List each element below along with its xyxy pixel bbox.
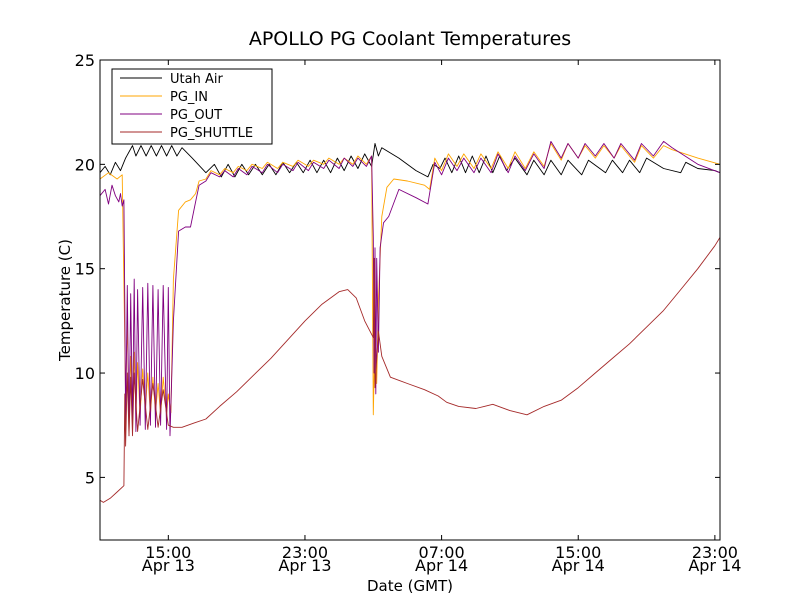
- y-tick-label: 25: [75, 51, 95, 70]
- x-tick-label-time: 23:00: [692, 543, 738, 562]
- x-axis-title: Date (GMT): [367, 577, 453, 595]
- x-tick-label-time: 23:00: [282, 543, 328, 562]
- x-tick-label-time: 07:00: [419, 543, 465, 562]
- x-tick-label-date: Apr 13: [278, 556, 331, 575]
- x-tick-label-date: Apr 14: [688, 556, 741, 575]
- legend-label: Utah Air: [170, 72, 223, 87]
- y-axis-title: Temperature (C): [56, 239, 74, 362]
- series-line-pg-shuttle: [99, 237, 721, 503]
- plot-frame: [99, 59, 721, 541]
- y-tick-label: 15: [75, 260, 95, 279]
- legend-label: PG_SHUTTLE: [170, 126, 253, 141]
- legend-label: PG_IN: [170, 90, 208, 105]
- y-tick-label: 5: [85, 468, 95, 487]
- x-tick-label-date: Apr 14: [415, 556, 468, 575]
- x-tick-label-date: Apr 14: [552, 556, 605, 575]
- legend: Utah Air PG_IN PG_OUT PG_SHUTTLE: [111, 68, 273, 145]
- series-layer: [99, 140, 721, 503]
- legend-items: Utah Air PG_IN PG_OUT PG_SHUTTLE: [120, 72, 253, 141]
- series-line-pg-out: [99, 140, 721, 437]
- x-tick-label-date: Apr 13: [142, 556, 195, 575]
- legend-label: PG_OUT: [170, 108, 222, 123]
- y-tick-label: 20: [75, 155, 95, 174]
- x-tick-label-time: 15:00: [145, 543, 191, 562]
- x-tick-label-time: 15:00: [555, 543, 601, 562]
- y-tick-label: 10: [75, 364, 95, 383]
- chart-title: APOLLO PG Coolant Temperatures: [249, 28, 571, 50]
